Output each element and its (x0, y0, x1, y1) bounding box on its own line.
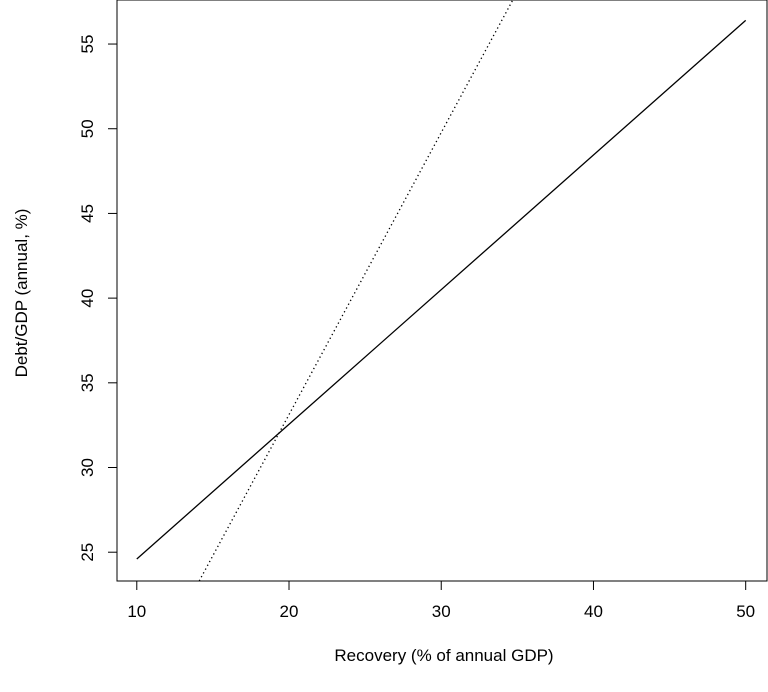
x-axis-label: Recovery (% of annual GDP) (334, 646, 553, 665)
y-tick-label: 40 (78, 289, 97, 308)
x-axis: 10 20 30 40 50 (127, 580, 755, 621)
y-axis-label: Debt/GDP (annual, %) (12, 209, 31, 378)
x-tick-label: 30 (432, 602, 451, 621)
series-line-solid (136, 19, 747, 560)
y-tick-label: 25 (78, 543, 97, 562)
x-tick-label: 50 (736, 602, 755, 621)
y-tick-label: 45 (78, 204, 97, 223)
y-tick-label: 55 (78, 35, 97, 54)
y-axis: 25 30 35 40 45 50 55 (78, 35, 118, 562)
x-tick-label: 20 (280, 602, 299, 621)
y-tick-label: 50 (78, 119, 97, 138)
series-layer (136, 0, 747, 582)
x-tick-label: 10 (127, 602, 146, 621)
y-tick-label: 30 (78, 458, 97, 477)
x-tick-label: 40 (584, 602, 603, 621)
series-line-dotted (198, 0, 514, 582)
y-tick-label: 35 (78, 373, 97, 392)
